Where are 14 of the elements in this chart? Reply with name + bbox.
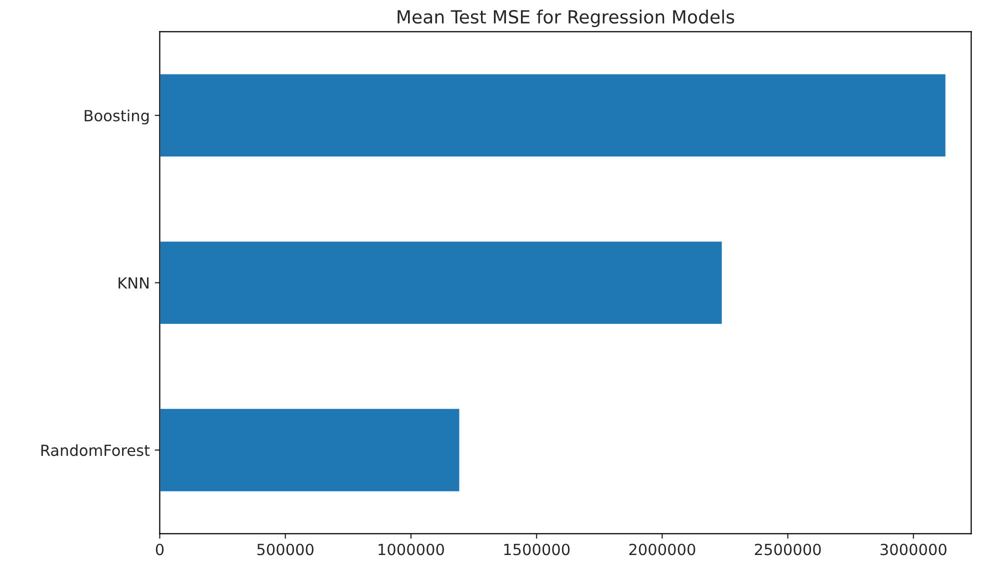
y-tick-label: RandomForest: [41, 444, 150, 456]
bar: [160, 408, 461, 493]
bar: [160, 240, 724, 326]
x-tick-label: 1500000: [504, 544, 570, 556]
x-tick-label: 2000000: [629, 544, 696, 556]
y-tick-label: KNN: [118, 277, 149, 289]
x-tick-label: 500000: [257, 544, 314, 556]
bar: [160, 72, 947, 158]
x-tick-label: 2500000: [754, 544, 821, 556]
x-tick-label: 1000000: [378, 544, 444, 556]
x-tick-label: 3000000: [880, 544, 946, 556]
chart-title: Mean Test MSE for Regression Models: [398, 10, 734, 28]
y-tick-label: Boosting: [84, 110, 149, 124]
x-tick-label: 0: [156, 544, 164, 556]
